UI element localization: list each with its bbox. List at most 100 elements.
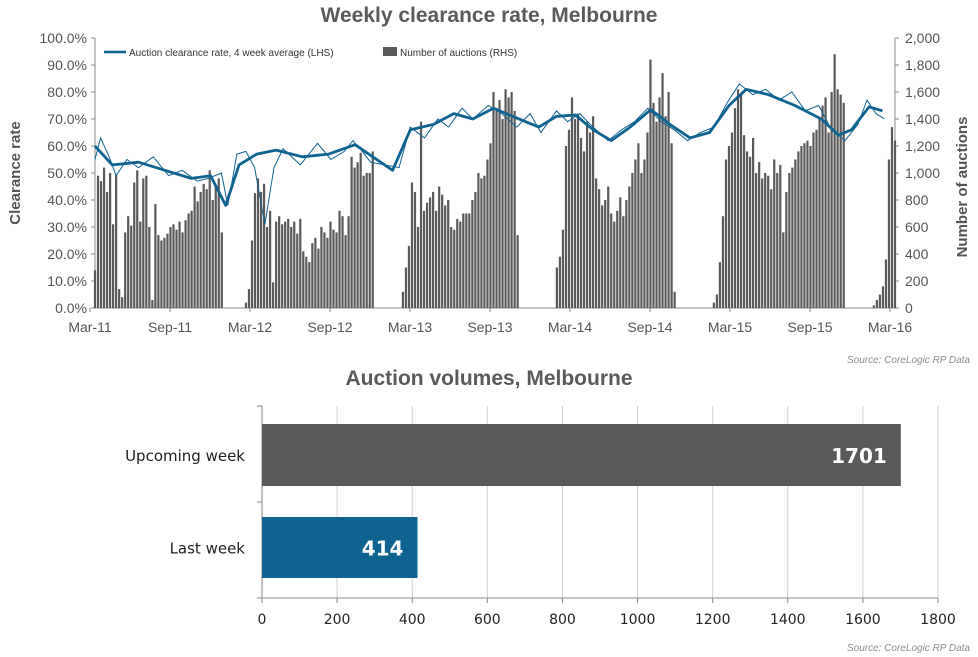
auction-count-bar (410, 182, 414, 308)
legend-line-label: Auction clearance rate, 4 week average (… (129, 48, 334, 59)
x-tick-label: 0 (258, 612, 267, 628)
x-tick-label: 1600 (845, 612, 881, 628)
auction-count-bar (287, 218, 290, 308)
auction-count-bar (715, 294, 718, 308)
auction-count-bar (646, 132, 649, 308)
auction-count-bar (124, 232, 127, 308)
auction-count-bar (872, 305, 875, 308)
y-tick-label-right: 1,400 (905, 111, 940, 127)
auction-count-bar (169, 227, 172, 308)
x-tick-label: Sep-14 (627, 319, 672, 335)
auction-count-bar (462, 213, 465, 308)
auction-count-bar (425, 202, 429, 308)
bar-value-label: 1701 (831, 444, 887, 468)
auction-count-bar (640, 173, 643, 308)
auction-count-bar (767, 175, 770, 308)
auction-count-bar (112, 224, 115, 308)
x-tick-label: Mar-15 (708, 319, 753, 335)
auction-count-bar (105, 191, 109, 308)
auction-count-bar (667, 92, 670, 308)
auction-count-bar (329, 221, 332, 308)
auction-count-bar (474, 191, 477, 308)
auction-count-bar (413, 191, 417, 308)
auction-count-bar (332, 229, 335, 308)
auction-count-bar (96, 175, 100, 308)
y-tick-label-left: 50.0% (47, 165, 87, 181)
bar-value-label: 414 (362, 537, 404, 561)
auction-count-bar (779, 164, 782, 308)
y-tick-label-right: 200 (905, 273, 929, 289)
auction-count-bar (570, 97, 574, 309)
auction-count-bar (435, 210, 438, 308)
auction-count-bar (404, 267, 408, 308)
auction-count-bar (628, 186, 631, 308)
auction-count-bar (108, 173, 112, 308)
y-tick-label-left: 80.0% (47, 84, 87, 100)
auction-count-bar (181, 232, 184, 308)
auction-count-bar (160, 240, 163, 308)
auction-count-bar (275, 221, 278, 308)
auction-count-bar (118, 289, 121, 308)
auction-count-bar (184, 220, 187, 308)
auction-count-bar (788, 173, 791, 308)
auction-count-bar (486, 159, 489, 308)
auction-count-bar (755, 173, 758, 308)
auction-count-bar (305, 256, 308, 308)
auction-count-bar (607, 186, 610, 308)
auction-count-bar (217, 178, 220, 308)
legend-bar-swatch (383, 47, 397, 56)
auction-count-bar (281, 224, 284, 308)
auction-count-bar (401, 291, 405, 308)
auction-count-bar (742, 135, 746, 308)
auction-count-bar (797, 151, 800, 308)
auction-count-bar (365, 173, 368, 308)
y-axis-title-right: Number of auctions (954, 117, 971, 258)
auction-count-bar (664, 116, 667, 308)
auction-count-bar (422, 210, 426, 308)
auction-count-bar (453, 229, 456, 308)
auction-count-bar (555, 267, 558, 308)
auction-count-bar (643, 159, 646, 308)
auction-count-bar (202, 183, 205, 308)
y-axis-title-left: Clearance rate (7, 121, 24, 224)
auction-count-bar (504, 89, 507, 308)
auction-count-bar (133, 182, 136, 308)
x-tick-label: Mar-13 (388, 319, 433, 335)
auction-count-bar (102, 167, 106, 308)
auction-count-bar (432, 191, 435, 308)
auction-count-bar (247, 289, 251, 308)
auction-count-bar (625, 200, 628, 308)
auction-count-bar (510, 92, 513, 308)
y-tick-label-left: 0.0% (55, 300, 87, 316)
auction-count-bar (718, 262, 722, 308)
auction-count-bar (205, 189, 208, 308)
auction-count-bar (634, 159, 637, 308)
y-tick-label-right: 400 (905, 246, 929, 262)
auction-count-bar (516, 235, 519, 308)
auction-count-bar (172, 224, 175, 308)
auction-count-bar (190, 210, 193, 308)
x-tick-label: 400 (399, 612, 426, 628)
source-note-bottom: Source: CoreLogic RP Data (846, 643, 970, 654)
auction-count-bar (770, 189, 773, 308)
auction-count-bar (800, 146, 803, 308)
auction-count-bar (773, 159, 776, 308)
auction-count-bar (839, 94, 842, 308)
y-tick-label-right: 2,000 (905, 30, 940, 46)
auction-count-bar (721, 216, 725, 308)
x-tick-label: Mar-11 (68, 319, 112, 335)
auction-count-bar (459, 221, 462, 308)
auction-count-bar (262, 183, 266, 308)
auction-count-bar (441, 194, 444, 308)
auction-count-bar (637, 143, 640, 308)
auction-count-bar (724, 159, 728, 308)
auction-count-bar (99, 181, 103, 308)
auction-count-bar (308, 262, 311, 308)
auction-count-bar (142, 178, 145, 308)
auction-count-bar (341, 216, 344, 308)
auction-count-bar (745, 151, 749, 308)
chart-title-clearance: Weekly clearance rate, Melbourne (320, 4, 658, 27)
x-tick-label: 1200 (695, 612, 731, 628)
auction-count-bar (761, 178, 764, 308)
